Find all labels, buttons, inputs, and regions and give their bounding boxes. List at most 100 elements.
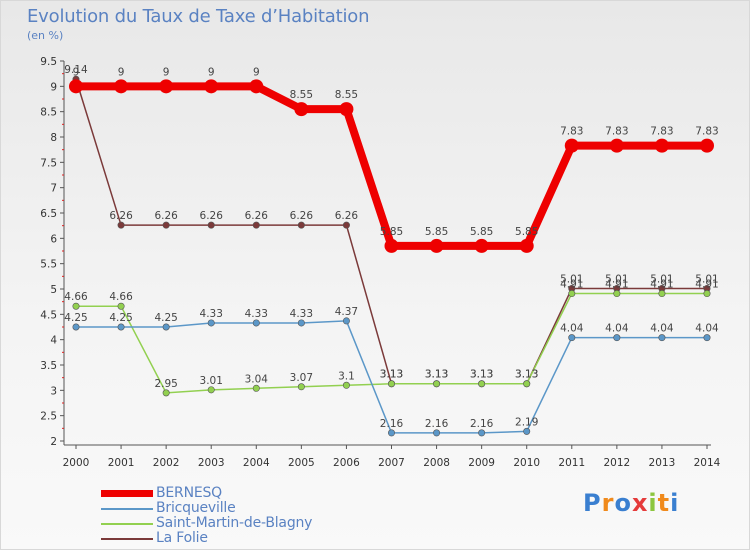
y-tick-label: 4 [50,335,57,347]
data-point [162,221,170,229]
data-label: 9 [163,66,170,78]
data-point [342,317,350,325]
data-point [433,429,441,437]
y-tick-label: 9 [50,81,57,93]
y-tick-label: 2 [50,436,57,448]
data-point [568,290,576,298]
data-point [69,79,83,94]
data-label: 9.14 [64,64,88,76]
data-point [433,380,441,388]
data-point [658,334,666,342]
data-label: 4.33 [290,308,313,320]
y-tick-label: 7 [50,183,57,195]
data-point [478,429,486,437]
data-label: 9 [253,66,260,78]
data-label: 7.83 [560,126,583,138]
data-point [159,79,174,94]
legend-label: BERNESQ [156,485,223,501]
data-point [294,102,309,117]
y-tick-label: 8.5 [40,107,57,119]
data-point [207,319,215,327]
unit-label: (en %) [27,29,64,42]
data-point [114,79,129,94]
data-label: 4.04 [560,323,584,335]
data-label: 4.91 [650,279,673,291]
proxiti-logo: Proxiti [583,489,680,517]
data-label: 3.07 [290,372,313,384]
x-tick-label: 2003 [198,457,225,469]
data-point [387,429,395,437]
data-label: 3.13 [515,369,538,381]
data-label: 9 [118,66,125,78]
data-label: 6.26 [109,210,133,222]
data-point [519,238,534,253]
data-point [478,380,486,388]
data-label: 3.1 [338,370,355,382]
data-point [564,138,579,153]
data-label: 4.91 [605,279,628,291]
legend-swatch [101,523,153,525]
data-point [339,102,354,117]
data-point [252,384,260,392]
data-label: 3.01 [200,375,223,387]
data-label: 5.01 [605,273,628,285]
data-label: 4.25 [109,312,132,324]
data-point [72,302,80,310]
data-point [658,290,666,298]
y-tick-label: 6.5 [40,208,57,220]
legend-swatch [101,490,153,497]
data-label: 5.01 [560,273,583,285]
data-point [429,238,444,253]
x-tick-label: 2002 [153,457,180,469]
data-point [613,290,621,298]
data-point [297,221,305,229]
data-label: 5.85 [425,226,448,238]
legend-swatch [101,508,153,510]
data-label: 8.55 [290,89,313,101]
data-point [613,334,621,342]
data-point [72,323,80,331]
y-tick-label: 6 [50,233,57,245]
data-label: 2.16 [380,418,404,430]
data-point [117,221,125,229]
y-tick-label: 8 [50,132,57,144]
data-label: 4.37 [335,306,358,318]
data-label: 3.13 [425,369,448,381]
x-tick-label: 2005 [288,457,315,469]
data-label: 4.25 [154,312,177,324]
data-label: 4.33 [245,308,268,320]
y-tick-label: 7.5 [40,157,57,169]
x-tick-label: 2009 [468,457,495,469]
data-point [700,138,714,153]
x-tick-label: 2004 [243,457,270,469]
x-tick-label: 2014 [694,457,721,469]
x-tick-label: 2006 [333,457,360,469]
data-label: 6.26 [335,210,359,222]
data-label: 5.01 [650,273,673,285]
data-label: 5.85 [470,226,493,238]
y-tick-label: 5 [50,284,57,296]
legend-item: BERNESQ [101,485,401,502]
data-label: 4.04 [695,323,719,335]
data-label: 2.95 [154,378,177,390]
data-point [162,389,170,397]
data-point [384,238,399,253]
x-tick-label: 2001 [108,457,135,469]
data-label: 3.04 [245,373,269,385]
data-label: 3.13 [515,369,538,381]
data-label: 5.85 [515,226,538,238]
data-point [297,383,305,391]
y-tick-label: 5.5 [40,259,57,271]
data-label: 4.66 [109,291,133,303]
data-label: 4.91 [560,279,583,291]
data-point [117,302,125,310]
data-label: 4.91 [695,279,718,291]
data-point [342,381,350,389]
y-tick-label: 9.5 [40,56,57,68]
y-tick-label: 3 [50,385,57,397]
legend-item: La Folie [101,530,401,547]
data-point [387,380,395,388]
x-tick-label: 2011 [558,457,585,469]
legend-swatch [101,538,153,540]
data-point [703,334,711,342]
